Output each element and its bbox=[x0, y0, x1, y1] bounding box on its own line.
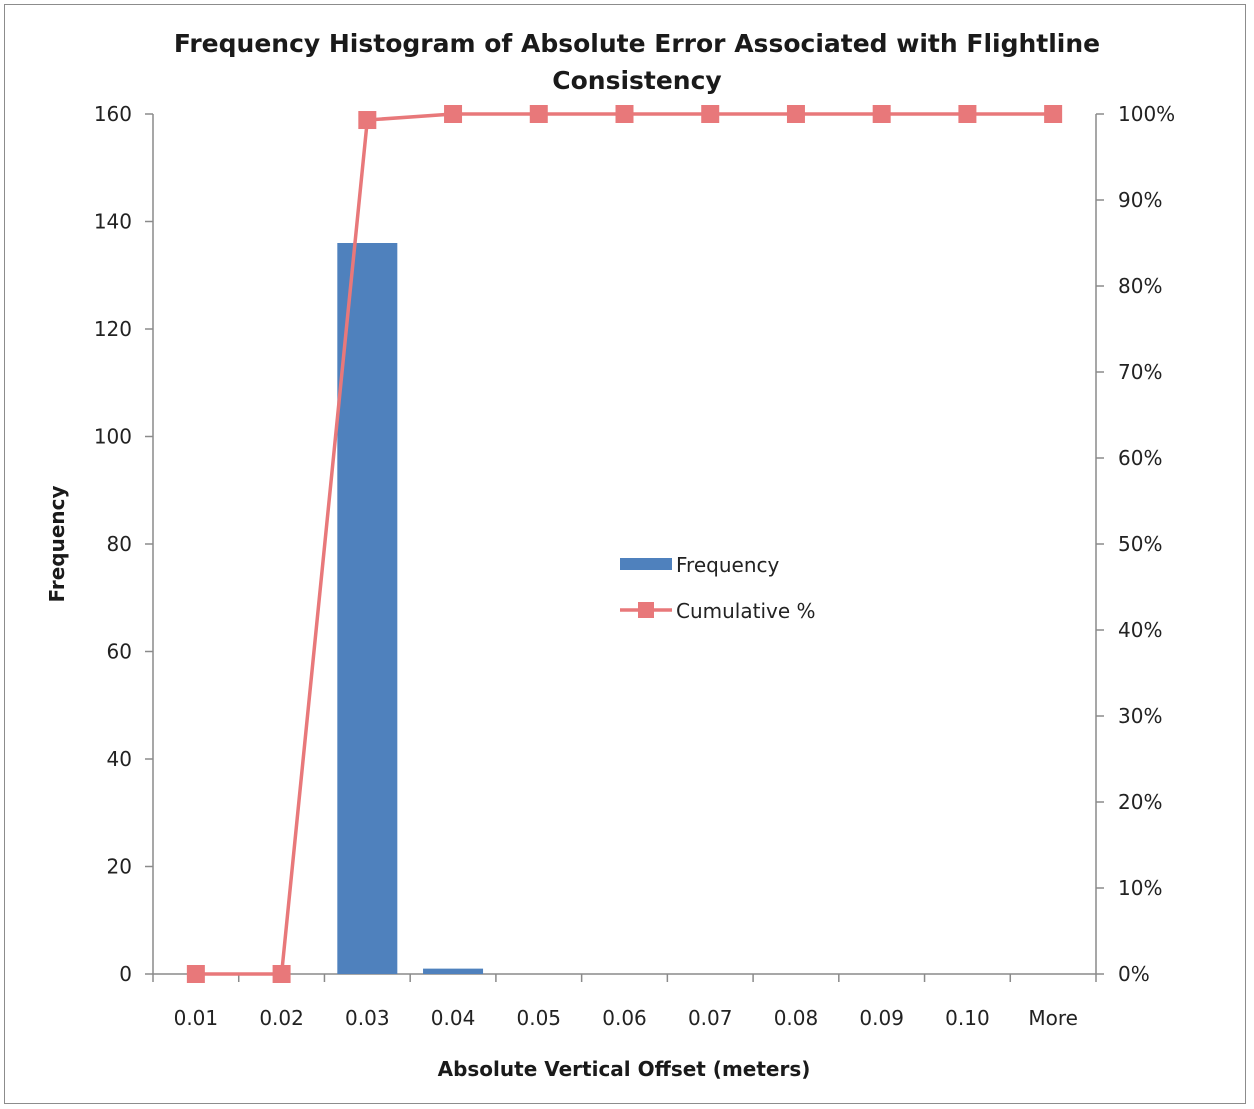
chart-frame bbox=[4, 4, 1246, 1104]
x-tick-label: 0.02 bbox=[259, 1006, 304, 1030]
cumulative-line-path bbox=[195, 112, 1054, 976]
cumulative-point bbox=[786, 105, 805, 123]
left-tick-label: 120 bbox=[94, 317, 132, 341]
right-tick-label: 20% bbox=[1118, 790, 1162, 814]
chart-title-line-1: Frequency Histogram of Absolute Error As… bbox=[174, 29, 1100, 58]
right-tick-label: 80% bbox=[1118, 274, 1162, 298]
cumulative-point bbox=[272, 965, 291, 983]
legend-cumulative-marker bbox=[638, 602, 654, 618]
cumulative-point bbox=[701, 105, 720, 123]
frequency-bars bbox=[337, 243, 484, 974]
cumulative-point bbox=[1044, 105, 1063, 123]
right-axis-ticks: 0% 10% 20% 30% 40% 50% 60% 70% 80% 90% 100% bbox=[1096, 102, 1175, 986]
frequency-bar bbox=[337, 243, 398, 974]
left-tick-label: 80 bbox=[107, 532, 132, 556]
right-tick-label: 60% bbox=[1118, 446, 1162, 470]
x-tick-label: 0.03 bbox=[345, 1006, 390, 1030]
left-axis-ticks: 0 20 40 60 80 100 120 140 160 bbox=[94, 102, 153, 986]
left-tick-label: 20 bbox=[107, 855, 132, 879]
x-tick-label: 0.06 bbox=[602, 1006, 647, 1030]
x-tick-label: 0.05 bbox=[517, 1006, 562, 1030]
x-tick-label: 0.10 bbox=[945, 1006, 990, 1030]
y-axis-title: Frequency bbox=[45, 485, 69, 602]
x-tick-label: 0.07 bbox=[688, 1006, 733, 1030]
x-tick-label: 0.01 bbox=[174, 1006, 219, 1030]
cumulative-line bbox=[186, 105, 1063, 983]
x-tick-label: 0.09 bbox=[859, 1006, 904, 1030]
cumulative-point bbox=[358, 111, 377, 130]
x-axis-ticks: 0.01 0.02 0.03 0.04 0.05 0.06 0.07 0.08 0.09 0.10… bbox=[152, 974, 1097, 1030]
right-tick-label: 100% bbox=[1118, 102, 1175, 126]
right-tick-label: 50% bbox=[1118, 532, 1162, 556]
right-tick-label: 40% bbox=[1118, 618, 1162, 642]
left-tick-label: 60 bbox=[107, 640, 132, 664]
x-tick-label: 0.04 bbox=[431, 1006, 476, 1030]
x-tick-label: 0.08 bbox=[774, 1006, 819, 1030]
legend-frequency-label: Frequency bbox=[676, 553, 779, 577]
left-tick-label: 160 bbox=[94, 102, 132, 126]
cumulative-point bbox=[958, 105, 977, 123]
left-tick-label: 100 bbox=[94, 425, 132, 449]
x-tick-label: More bbox=[1028, 1006, 1078, 1030]
x-axis-title: Absolute Vertical Offset (meters) bbox=[438, 1057, 811, 1081]
legend-cumulative-label: Cumulative % bbox=[676, 599, 816, 623]
legend: Frequency Cumulative % bbox=[620, 553, 816, 623]
cumulative-point bbox=[444, 105, 463, 123]
cumulative-point bbox=[872, 105, 891, 123]
left-tick-label: 0 bbox=[119, 962, 132, 986]
left-tick-label: 40 bbox=[107, 747, 132, 771]
right-tick-label: 90% bbox=[1118, 188, 1162, 212]
right-tick-label: 70% bbox=[1118, 360, 1162, 384]
left-tick-label: 140 bbox=[94, 210, 132, 234]
cumulative-point bbox=[186, 965, 205, 983]
legend-frequency-swatch bbox=[620, 558, 672, 570]
cumulative-point bbox=[615, 105, 634, 123]
right-tick-label: 10% bbox=[1118, 876, 1162, 900]
right-tick-label: 0% bbox=[1118, 962, 1150, 986]
right-tick-label: 30% bbox=[1118, 704, 1162, 728]
chart-title-line-2: Consistency bbox=[552, 66, 721, 95]
frequency-bar bbox=[423, 968, 484, 974]
cumulative-point bbox=[529, 105, 548, 123]
